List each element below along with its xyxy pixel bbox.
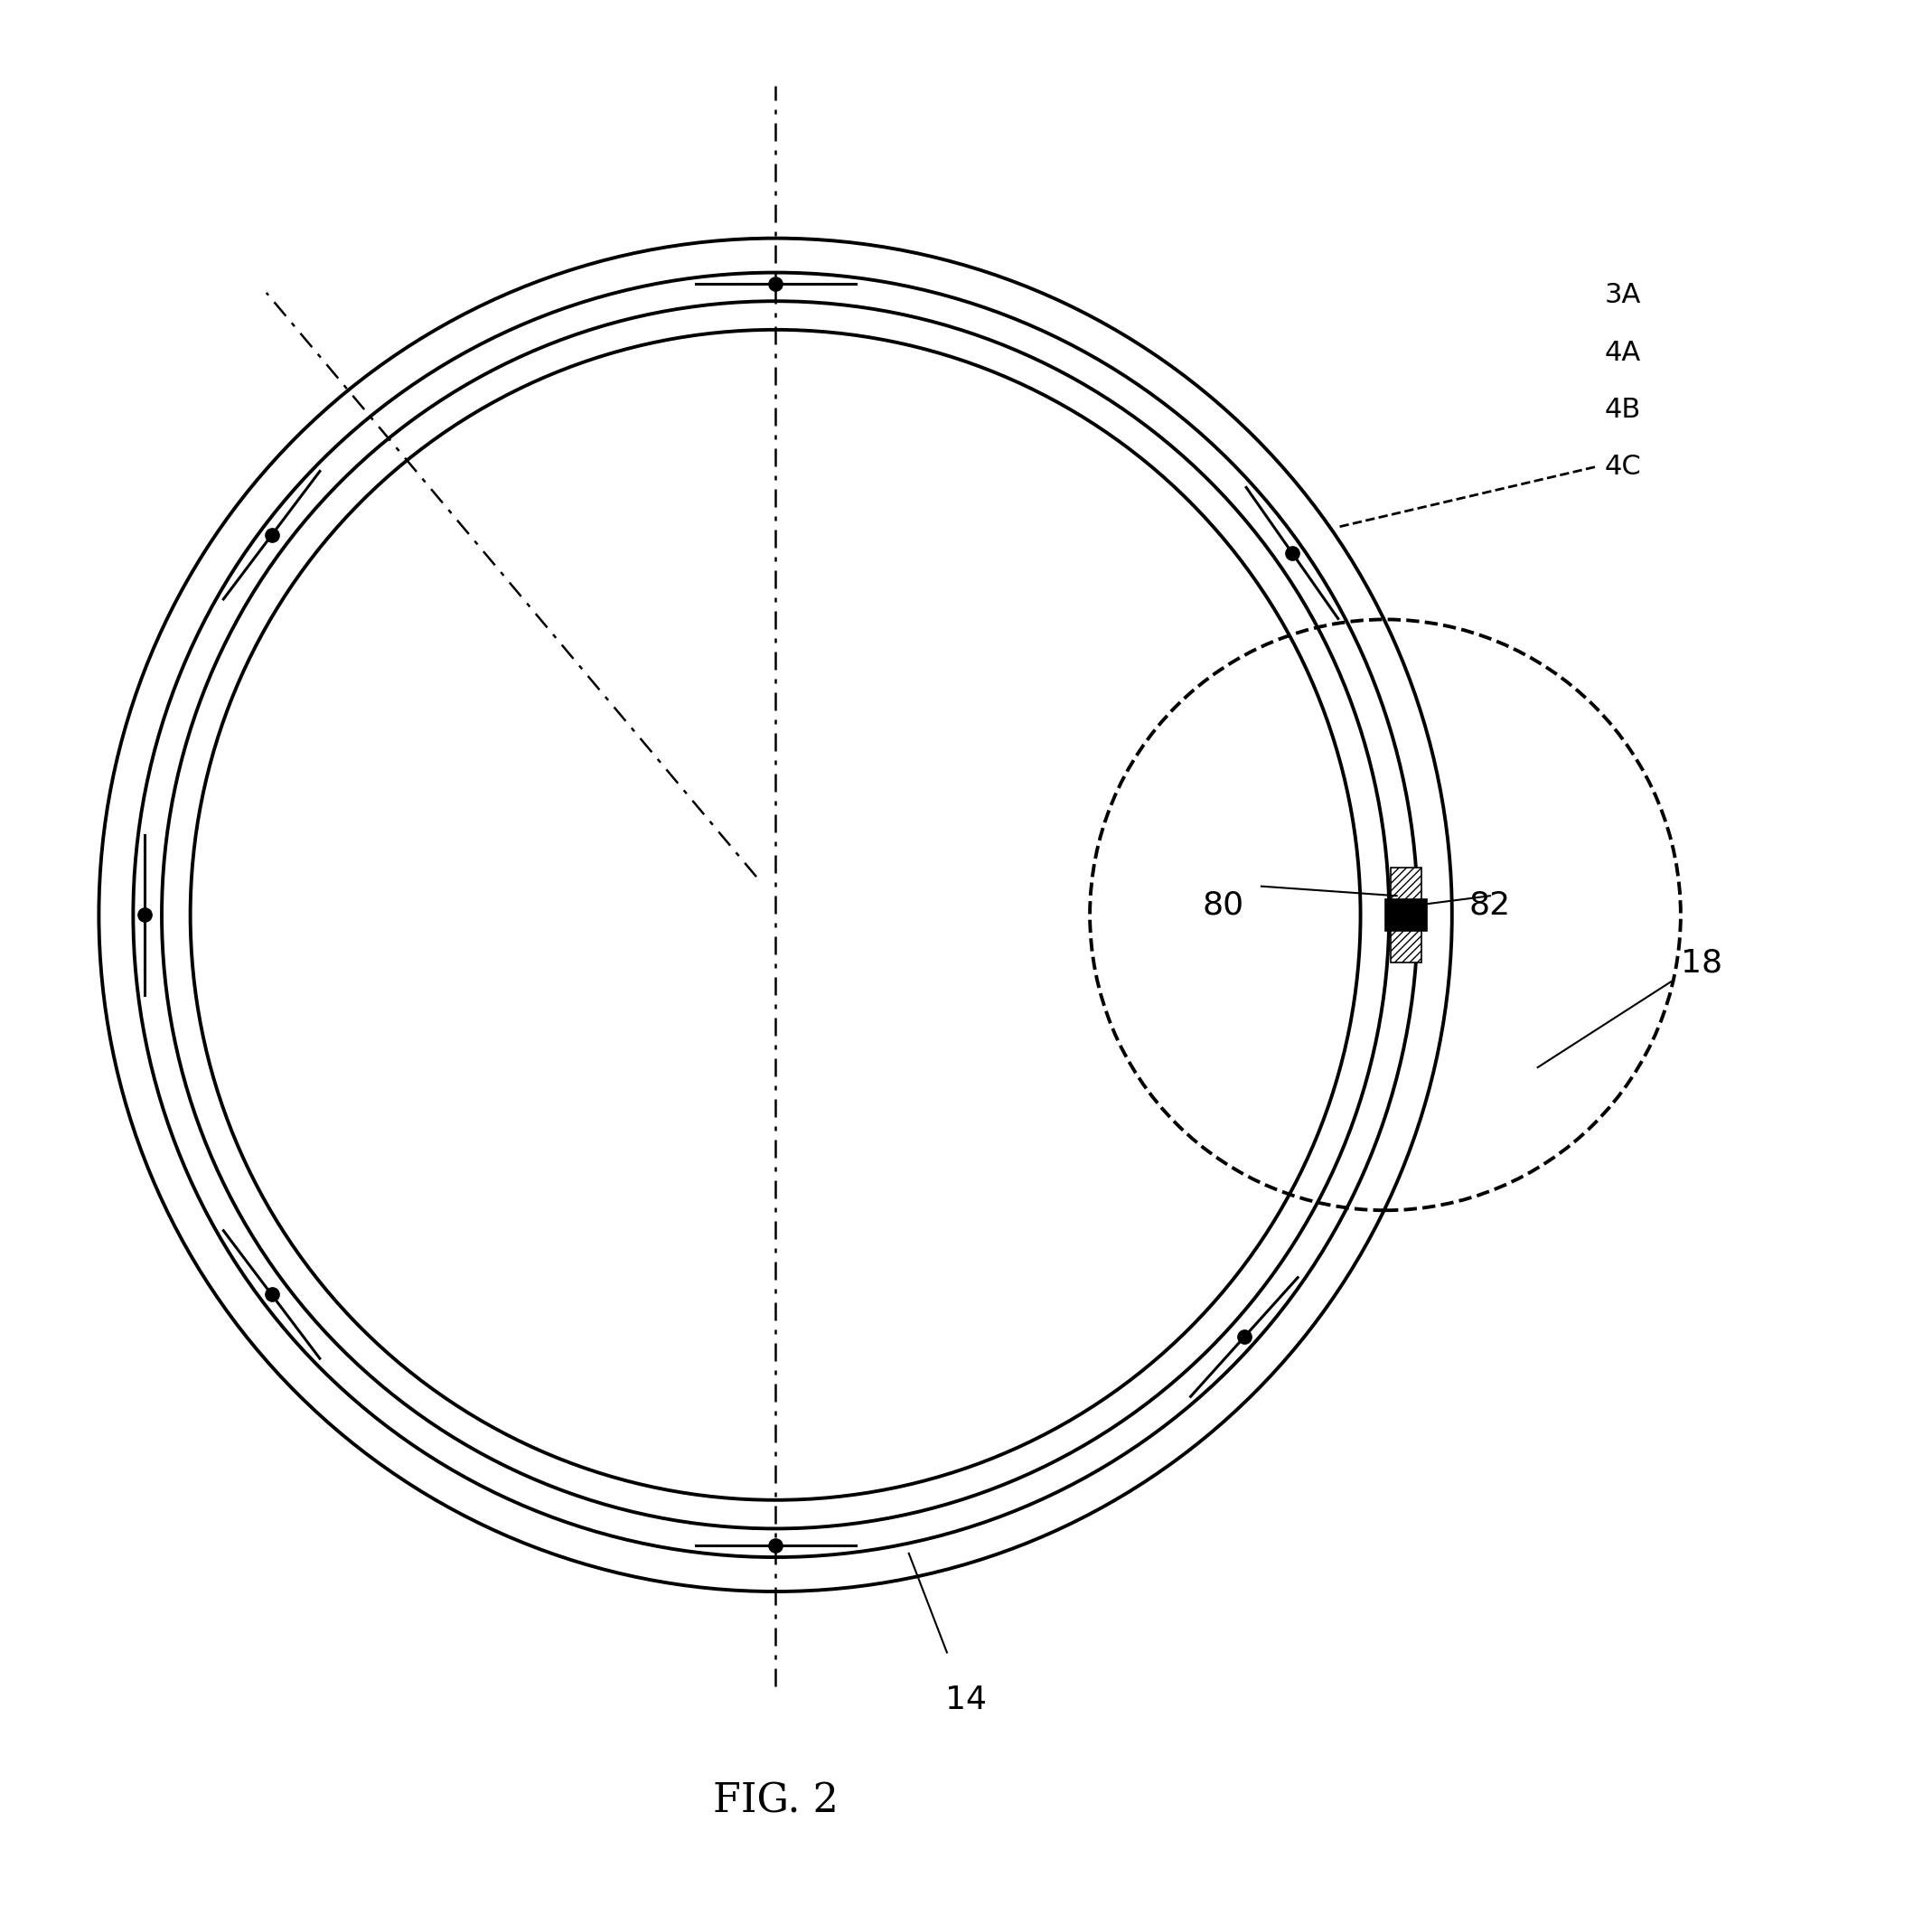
- Bar: [1385, 900, 1428, 930]
- Text: 4B: 4B: [1604, 396, 1640, 423]
- Text: 18: 18: [1681, 947, 1721, 978]
- Text: 3A: 3A: [1604, 282, 1640, 309]
- Text: 80: 80: [1202, 890, 1244, 921]
- Bar: [1391, 867, 1422, 915]
- Text: 14: 14: [945, 1685, 987, 1715]
- Text: 82: 82: [1468, 890, 1511, 921]
- Text: FIG. 2: FIG. 2: [713, 1782, 838, 1820]
- Text: 4A: 4A: [1604, 339, 1640, 366]
- Bar: [1391, 915, 1422, 963]
- Text: 4C: 4C: [1604, 454, 1642, 480]
